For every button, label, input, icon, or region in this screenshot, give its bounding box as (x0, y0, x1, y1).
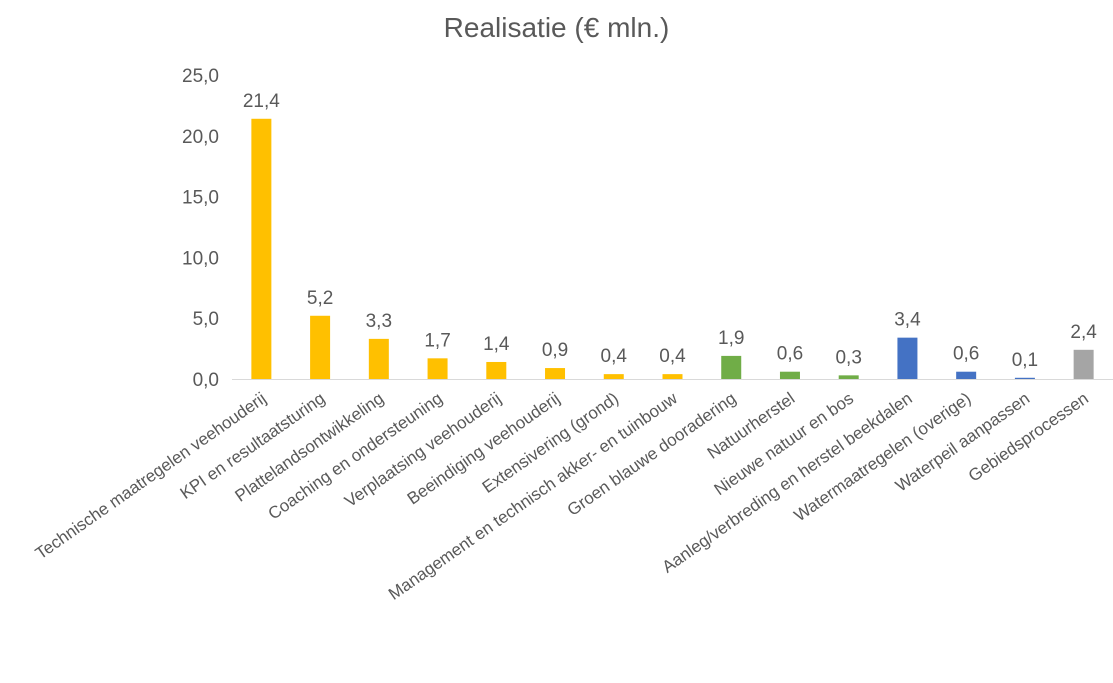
data-label: 0,3 (835, 347, 861, 368)
data-label: 3,3 (366, 311, 392, 332)
data-label: 3,4 (894, 310, 921, 331)
data-label: 21,4 (243, 91, 280, 112)
data-label: 1,9 (718, 328, 744, 349)
y-tick-label: 0,0 (193, 370, 219, 391)
bar (956, 371, 977, 379)
bar (310, 315, 331, 379)
bar (897, 337, 918, 379)
bar (486, 361, 507, 379)
y-axis: 0,0 5,0 10,0 15,0 20,0 25,0 (182, 66, 219, 391)
bar (251, 118, 272, 379)
bar (1014, 377, 1035, 379)
y-tick-label: 15,0 (182, 188, 219, 209)
data-label: 0,9 (542, 340, 568, 361)
bar (1073, 349, 1094, 379)
y-tick-label: 20,0 (182, 127, 219, 148)
data-label: 5,2 (307, 288, 333, 309)
bar (545, 368, 566, 379)
data-label: 0,6 (777, 344, 803, 365)
bar (838, 375, 859, 379)
data-label: 2,4 (1070, 322, 1097, 343)
data-label: 0,6 (953, 344, 979, 365)
bar (603, 374, 624, 379)
bar (721, 355, 742, 379)
data-label: 1,7 (424, 330, 450, 351)
bar (368, 338, 389, 379)
data-label: 0,1 (1012, 350, 1038, 371)
data-label: 0,4 (601, 346, 628, 367)
bar (427, 358, 448, 379)
bars (251, 118, 1094, 379)
bar (779, 371, 800, 379)
x-tick-label: Technische maatregelen veehouderij (32, 389, 270, 563)
y-tick-label: 5,0 (193, 309, 219, 330)
bar (662, 374, 683, 379)
y-tick-label: 10,0 (182, 248, 219, 269)
data-label: 0,4 (659, 346, 686, 367)
chart-title: Realisatie (€ mln.) (443, 12, 670, 43)
y-tick-label: 25,0 (182, 66, 219, 87)
data-labels: 21,4 5,2 3,3 1,7 1,4 0,9 0,4 0,4 1,9 0,6 0,3 3,4 0,6… (243, 91, 1097, 371)
data-label: 1,4 (483, 334, 510, 355)
